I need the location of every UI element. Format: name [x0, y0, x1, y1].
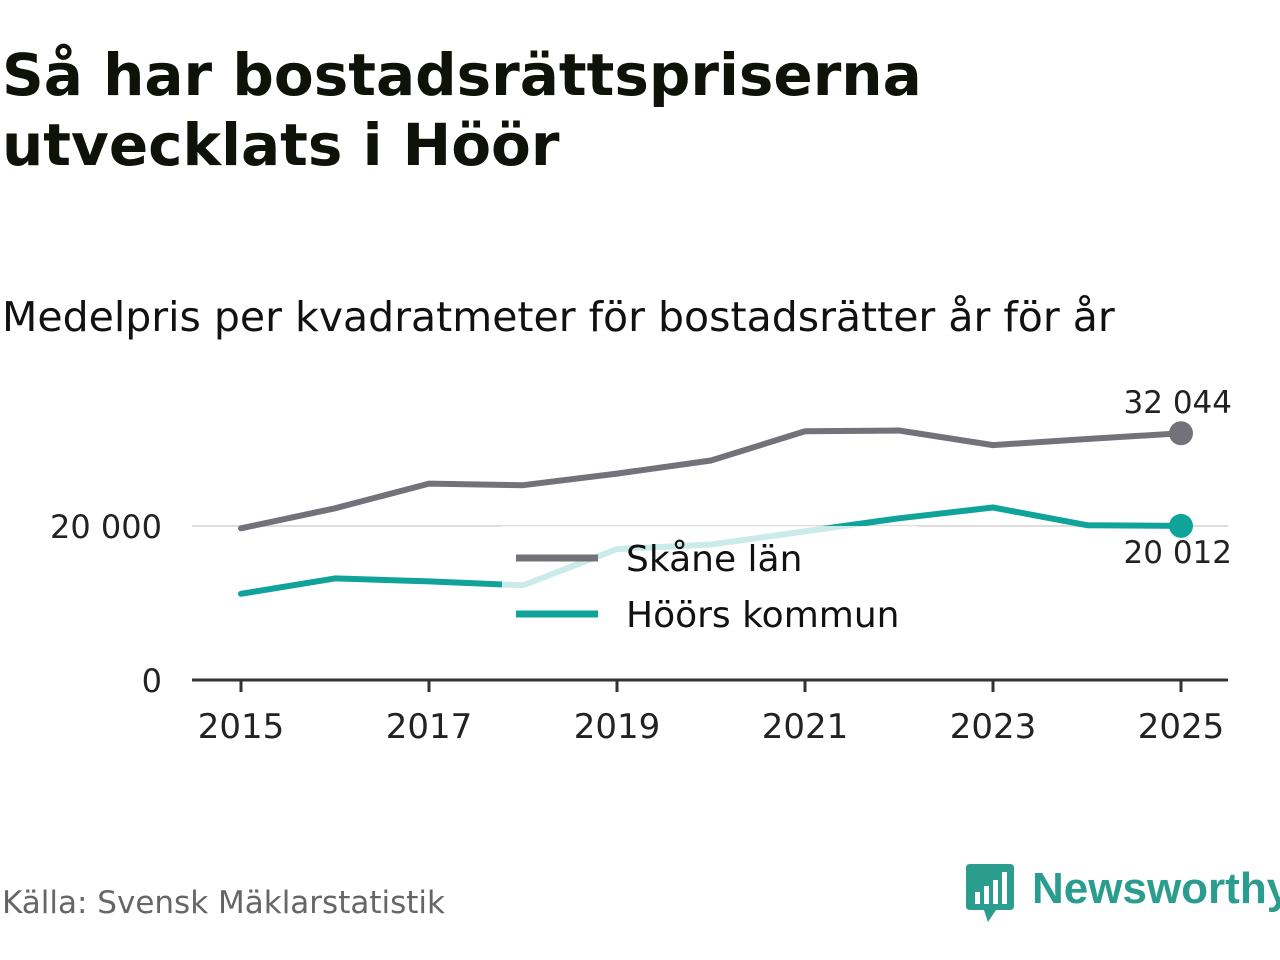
x-tick-label-5: 2025	[1138, 707, 1225, 747]
legend-label-hoor: Höörs kommun	[626, 595, 899, 636]
y-tick-label-1: 20 000	[50, 508, 162, 546]
brand-name: Newsworthy	[1032, 864, 1280, 913]
newsworthy-logo-icon	[966, 864, 1014, 922]
y-tick-label-0: 0	[142, 662, 162, 700]
end-label-skane: 32 044	[1124, 385, 1232, 421]
source-note: Källa: Svensk Mäklarstatistik	[2, 885, 445, 921]
end-point-skane	[1169, 421, 1193, 446]
x-tick-label-3: 2021	[762, 707, 849, 747]
x-tick-label-0: 2015	[198, 707, 285, 747]
x-tick-label-4: 2023	[950, 707, 1037, 747]
legend-label-skane: Skåne län	[626, 539, 802, 580]
x-tick-label-2: 2019	[574, 707, 661, 747]
legend-background	[502, 526, 918, 652]
newsworthy-logo: Newsworthy	[964, 862, 1280, 926]
series-line-skane	[238, 427, 1184, 532]
end-point-hoor	[1169, 513, 1193, 538]
chart-subtitle: Medelpris per kvadratmeter för bostadsrä…	[2, 293, 1115, 341]
end-label-hoor: 20 012	[1124, 535, 1232, 571]
x-tick-label-1: 2017	[386, 707, 473, 747]
chart-title: Så har bostadsrättspriserna utvecklats i…	[2, 41, 922, 179]
